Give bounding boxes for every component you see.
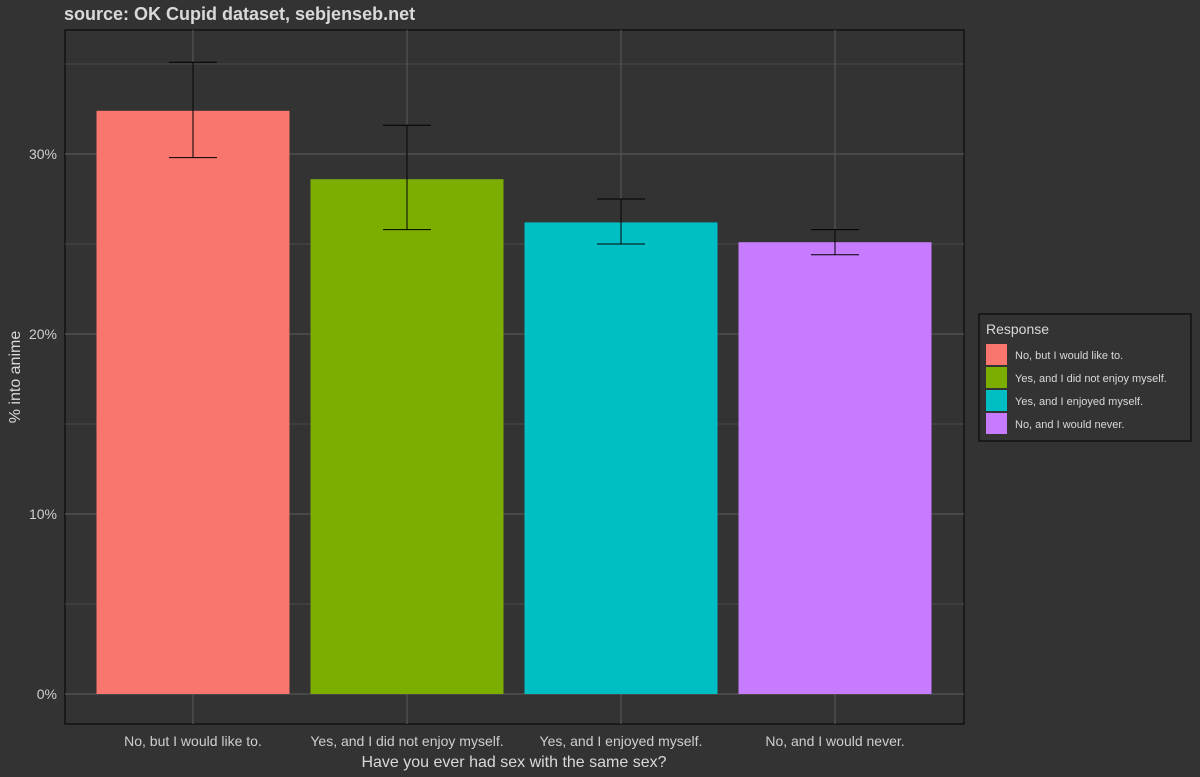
y-tick-label: 10%	[29, 506, 57, 522]
bar	[524, 222, 718, 694]
legend-swatch	[986, 390, 1007, 411]
legend-label: Yes, and I enjoyed myself.	[1015, 396, 1143, 408]
y-tick-label: 0%	[37, 686, 57, 702]
x-tick-label: Yes, and I did not enjoy myself.	[310, 733, 503, 749]
bars	[96, 110, 932, 695]
bar	[96, 110, 290, 695]
legend-items: No, but I would like to. Yes, and I did n…	[986, 344, 1167, 434]
legend-label: Yes, and I did not enjoy myself.	[1015, 373, 1167, 385]
legend: Response No, but I would like to. Yes, an…	[978, 313, 1192, 442]
y-tick-label: 20%	[29, 326, 57, 342]
legend-swatch	[986, 413, 1007, 434]
x-axis-title: Have you ever had sex with the same sex?	[361, 754, 666, 771]
legend-swatch	[986, 344, 1007, 365]
bar	[310, 179, 504, 694]
x-tick-label: Yes, and I enjoyed myself.	[540, 733, 703, 749]
legend-label: No, and I would never.	[1015, 419, 1124, 431]
legend-box	[978, 313, 1192, 442]
x-tick-label: No, but I would like to.	[124, 733, 262, 749]
y-axis-title: % into anime	[7, 331, 24, 424]
x-axis: No, but I would like to. Yes, and I did n…	[124, 733, 905, 749]
error-bars	[169, 61, 859, 256]
legend-label: No, but I would like to.	[1015, 350, 1123, 362]
chart-title: source: OK Cupid dataset, sebjenseb.net	[64, 4, 415, 24]
y-tick-label: 30%	[29, 146, 57, 162]
legend-title: Response	[986, 321, 1049, 337]
bar	[738, 242, 932, 694]
legend-swatch	[986, 367, 1007, 388]
x-tick-label: No, and I would never.	[765, 733, 904, 749]
y-axis: 0% 10% 20% 30%	[29, 146, 57, 702]
